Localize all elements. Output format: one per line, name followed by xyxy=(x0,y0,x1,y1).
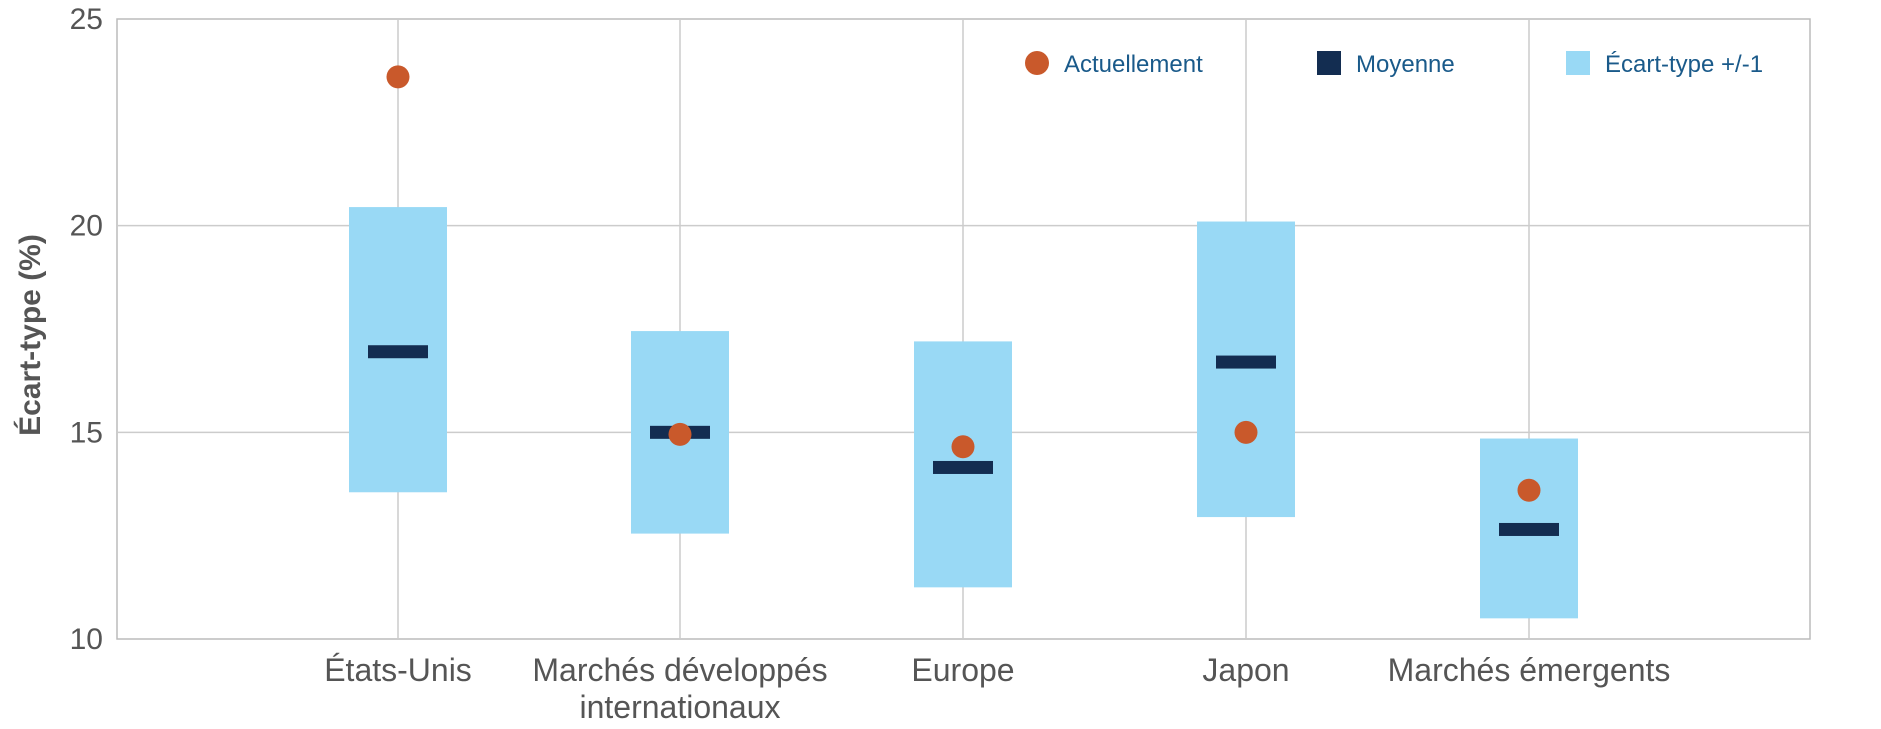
legend-label: Moyenne xyxy=(1356,51,1455,78)
mean-marker xyxy=(933,460,993,474)
legend-swatch-square xyxy=(1317,51,1341,75)
x-category-label: internationaux xyxy=(579,689,780,725)
x-category-label: États-Unis xyxy=(324,652,472,688)
legend-label: Écart-type +/-1 xyxy=(1605,51,1763,78)
current-marker xyxy=(386,65,410,89)
legend-item: Écart-type +/-1 xyxy=(1566,51,1763,78)
x-category-label: Europe xyxy=(911,652,1014,688)
legend: Actuellement Moyenne Écart-type +/-1 xyxy=(1025,51,1763,78)
legend-swatch-square xyxy=(1566,51,1590,75)
current-marker xyxy=(951,435,975,459)
x-category-label: Japon xyxy=(1202,652,1289,688)
mean-marker xyxy=(1216,355,1276,369)
axis-layer: 10 15 20 25 Écart-type (%) États-Unis Marchés … xyxy=(13,3,1670,725)
y-tick-label: 10 xyxy=(70,623,103,656)
current-marker xyxy=(1234,420,1258,444)
current-marker xyxy=(668,422,692,446)
current-marker xyxy=(1517,478,1541,502)
legend-label: Actuellement xyxy=(1064,51,1203,78)
mean-marker xyxy=(368,345,428,359)
mean-layer xyxy=(368,345,1559,536)
y-tick-label: 25 xyxy=(70,3,103,36)
x-category-label: Marchés développés xyxy=(532,652,827,688)
legend-item: Actuellement xyxy=(1025,51,1203,78)
std-range-box xyxy=(1197,221,1295,518)
y-tick-label: 20 xyxy=(70,210,103,243)
x-category-label: Marchés émergents xyxy=(1388,652,1671,688)
legend-swatch-circle xyxy=(1025,51,1049,75)
mean-marker xyxy=(1499,522,1559,536)
legend-item: Moyenne xyxy=(1317,51,1455,78)
y-axis-title: Écart-type (%) xyxy=(13,234,47,436)
current-layer xyxy=(386,65,1541,502)
y-tick-label: 15 xyxy=(70,416,103,449)
